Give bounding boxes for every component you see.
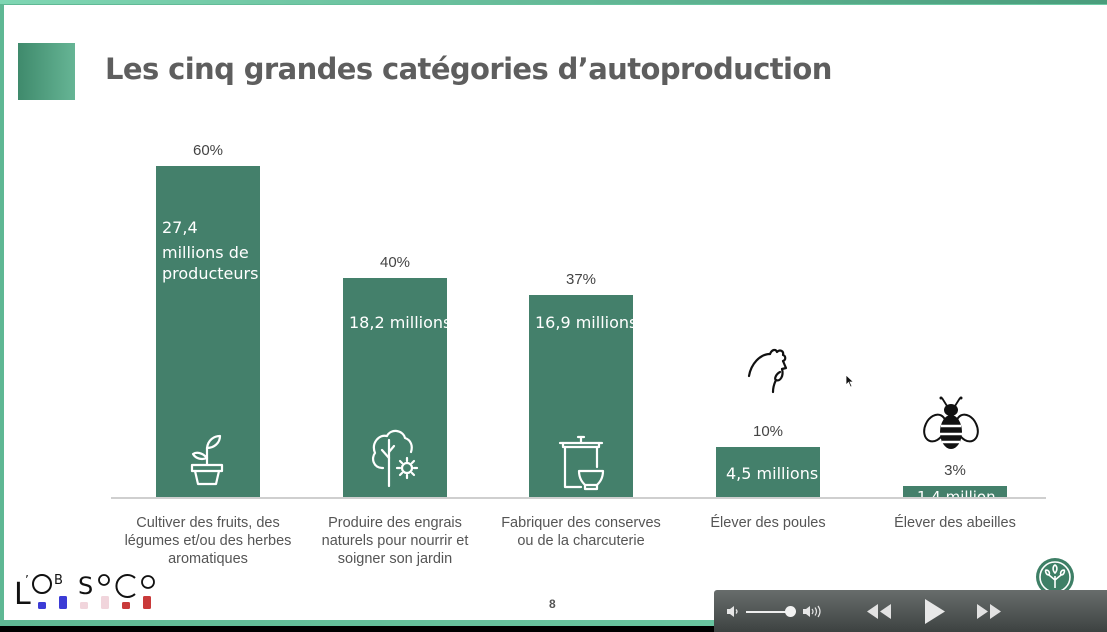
play-icon[interactable]: [924, 598, 946, 625]
bar-value-label: 3%: [944, 462, 966, 479]
bar-annotation: millions de: [162, 243, 249, 262]
bar-value-label: 60%: [192, 142, 224, 159]
bar-value-label: 40%: [379, 254, 411, 271]
volume-slider-handle[interactable]: [785, 606, 796, 617]
plant-pot-icon: [190, 434, 224, 486]
category-line: naturels pour nourrir et: [321, 533, 469, 549]
bar-value-label: 37%: [565, 271, 597, 288]
slide-title: Les cinq grandes catégories d’autoproduc…: [105, 52, 832, 86]
category-line: légumes et/ou des herbes: [124, 533, 292, 549]
bar-cultiver: 27,4 millions de producteurs: [156, 166, 260, 498]
brand-badge: [1036, 558, 1074, 596]
bar-annotation: 18,2 millions: [349, 313, 452, 332]
svg-text:’: ’: [25, 573, 29, 587]
category-line: Élever des abeilles: [894, 515, 1016, 531]
svg-text:B: B: [54, 573, 63, 588]
svg-text:L: L: [14, 577, 31, 612]
bar-value-label: 10%: [752, 423, 784, 440]
category-line: Produire des engrais: [328, 515, 462, 531]
category-line: Cultiver des fruits, des: [136, 515, 280, 531]
media-player-bar: [714, 590, 1107, 632]
volume-low-icon[interactable]: [726, 605, 740, 618]
tree-leaf-icon: [1039, 561, 1071, 593]
fast-forward-icon[interactable]: [976, 603, 1002, 620]
category-label: Produire des engrais naturels pour nourr…: [300, 514, 490, 568]
category-label: Élever des poules: [673, 514, 863, 532]
bar-engrais: 18,2 millions: [343, 278, 451, 498]
tree-gear-icon: [372, 429, 419, 488]
bar-annotation: 1,4 million: [917, 488, 996, 498]
category-label: Élever des abeilles: [860, 514, 1050, 532]
obsoco-logo: L ’ B S: [14, 572, 155, 612]
bee-icon: [923, 396, 979, 449]
page-number: 8: [549, 597, 556, 611]
bar-conserves: 16,9 millions: [529, 295, 637, 498]
category-line: ou de la charcuterie: [517, 533, 645, 549]
category-line: Élever des poules: [710, 515, 826, 531]
svg-text:S: S: [78, 572, 93, 600]
top-accent-bar: [0, 0, 1107, 4]
jar-bowl-icon: [558, 435, 605, 491]
category-line: soigner son jardin: [337, 551, 453, 567]
category-label: Cultiver des fruits, des légumes et/ou d…: [113, 514, 303, 568]
title-accent-square: [18, 43, 75, 100]
rewind-icon[interactable]: [866, 603, 892, 620]
bar-abeilles: 1,4 million: [903, 486, 1007, 498]
category-line: aromatiques: [168, 551, 248, 567]
bar-annotation: 27,4: [162, 218, 198, 237]
bar-poules: 4,5 millions: [716, 447, 820, 498]
volume-high-icon[interactable]: [802, 604, 824, 619]
bar-annotation: producteurs: [162, 264, 259, 283]
mouse-cursor-icon: [845, 374, 855, 388]
bar-annotation: 16,9 millions: [535, 313, 638, 332]
x-axis-line: [111, 497, 1046, 499]
category-label: Fabriquer des conserves ou de la charcut…: [486, 514, 676, 550]
rooster-icon: [747, 348, 788, 394]
bar-annotation: 4,5 millions: [726, 464, 819, 483]
volume-slider-track[interactable]: [746, 611, 790, 613]
category-line: Fabriquer des conserves: [501, 515, 661, 531]
